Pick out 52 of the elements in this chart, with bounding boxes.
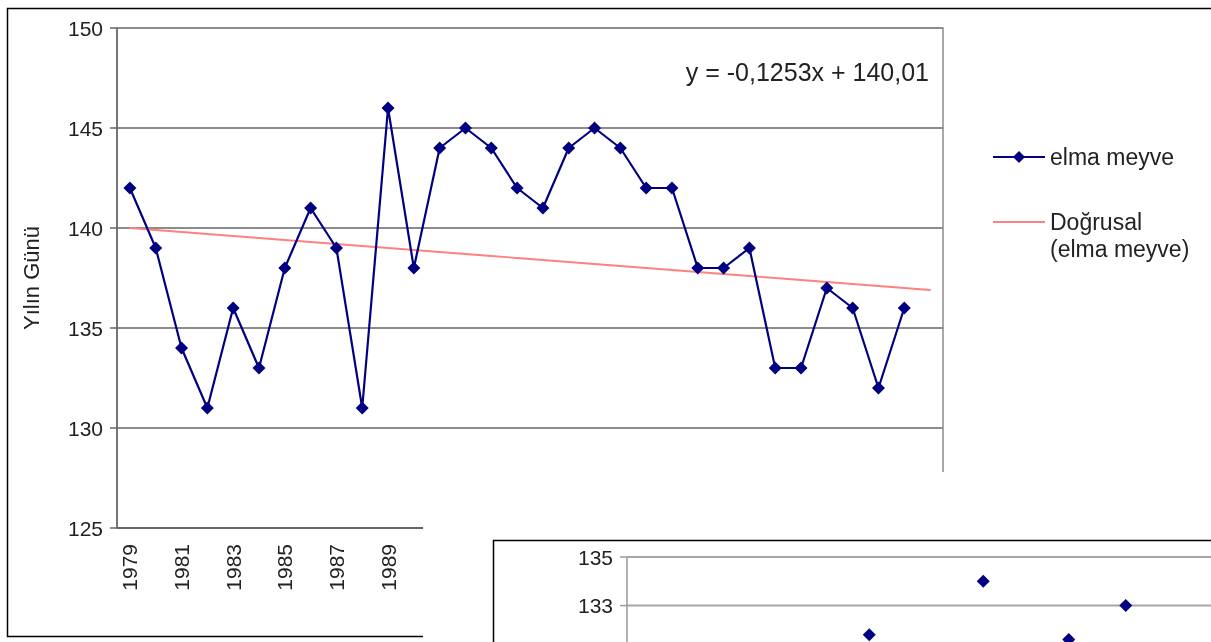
y-tick-label: 135 bbox=[577, 545, 613, 569]
point bbox=[200, 401, 214, 415]
point bbox=[536, 201, 550, 215]
y-tick-label: 140 bbox=[67, 216, 103, 240]
point bbox=[665, 181, 679, 195]
point bbox=[717, 261, 731, 275]
point bbox=[407, 261, 421, 275]
point bbox=[510, 181, 524, 195]
point bbox=[862, 628, 876, 642]
point bbox=[794, 361, 808, 375]
point bbox=[897, 301, 911, 315]
y-tick-label: 125 bbox=[67, 516, 103, 540]
point bbox=[433, 141, 447, 155]
legend-label: Doğrusal (elma meyve) bbox=[1050, 209, 1190, 262]
point bbox=[226, 301, 240, 315]
point bbox=[355, 401, 369, 415]
y-tick-label: 130 bbox=[67, 416, 103, 440]
point bbox=[562, 141, 576, 155]
x-tick-label: 1983 bbox=[221, 544, 245, 591]
x-tick-label: 1987 bbox=[324, 544, 348, 591]
point bbox=[639, 181, 653, 195]
y-tick-label: 145 bbox=[67, 116, 103, 140]
point bbox=[871, 381, 885, 395]
y-axis-title: Yılın Günü bbox=[18, 226, 44, 330]
point bbox=[691, 261, 705, 275]
y-tick-label: 150 bbox=[67, 16, 103, 40]
point bbox=[484, 141, 498, 155]
x-tick-label: 1981 bbox=[170, 544, 194, 591]
point bbox=[613, 141, 627, 155]
x-tick-label: 1989 bbox=[376, 544, 400, 591]
point bbox=[742, 241, 756, 255]
point bbox=[304, 201, 318, 215]
point bbox=[768, 361, 782, 375]
point bbox=[846, 301, 860, 315]
point bbox=[458, 121, 472, 135]
point bbox=[149, 241, 163, 255]
point bbox=[588, 121, 602, 135]
point bbox=[329, 241, 343, 255]
x-tick-label: 1979 bbox=[118, 544, 142, 591]
point bbox=[1119, 599, 1133, 613]
legend-label: elma meyve bbox=[1050, 144, 1174, 170]
point bbox=[278, 261, 292, 275]
point bbox=[381, 101, 395, 115]
point bbox=[123, 181, 137, 195]
y-tick-label: 135 bbox=[67, 316, 103, 340]
point bbox=[252, 361, 266, 375]
annotation: y = -0,1253x + 140,01 bbox=[685, 58, 929, 86]
y-tick-label: 133 bbox=[577, 594, 613, 618]
x-tick-label: 1985 bbox=[273, 544, 297, 591]
point bbox=[820, 281, 834, 295]
point bbox=[976, 574, 990, 588]
point bbox=[175, 341, 189, 355]
